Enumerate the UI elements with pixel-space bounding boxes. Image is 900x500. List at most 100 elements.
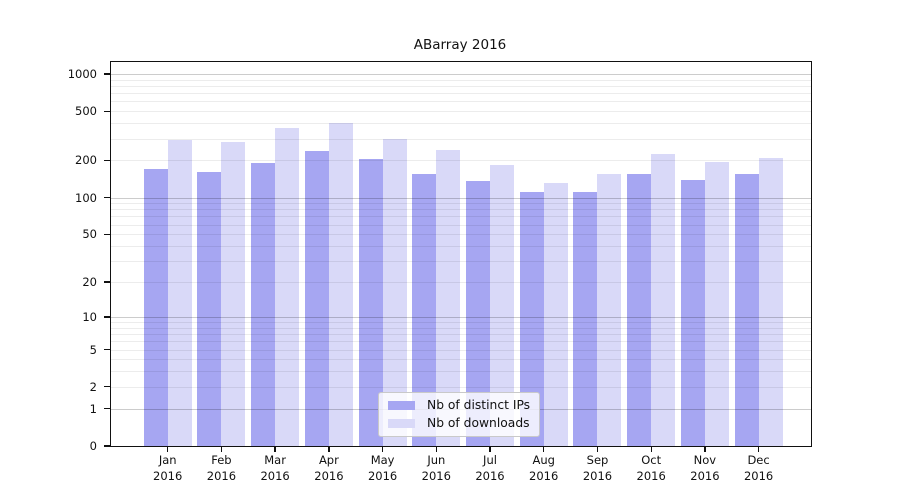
- x-tick-label: Jun 2016: [406, 453, 466, 484]
- bar-distinct-ips: [734, 174, 759, 446]
- y-tick: [104, 110, 111, 112]
- bar-downloads: [167, 140, 192, 446]
- grid-layer: [111, 62, 811, 446]
- bar-downloads: [275, 128, 300, 446]
- y-tick: [104, 159, 111, 162]
- legend-item: Nb of downloads: [388, 416, 530, 431]
- bar-distinct-ips: [251, 163, 276, 446]
- y-tick: [104, 386, 111, 388]
- gridline: [111, 138, 811, 140]
- x-tick-label: Feb 2016: [191, 453, 251, 484]
- month-text: Jul: [483, 453, 497, 467]
- x-tick: [328, 446, 330, 452]
- y-tick-label: 1000: [67, 66, 97, 81]
- x-tick-label: Oct 2016: [621, 453, 681, 484]
- year-text: 2016: [260, 468, 290, 483]
- gridline: [111, 79, 811, 81]
- y-tick-label: 2: [89, 379, 97, 394]
- legend-label: Nb of distinct IPs: [427, 398, 531, 412]
- month-text: Jan: [158, 453, 177, 467]
- year-text: 2016: [153, 468, 183, 483]
- y-tick-label: 200: [75, 153, 97, 168]
- plot-area: 1000 500 200 100 50 20 10 5 2 1 0 Jan 2016 Feb 2016 Mar…: [68, 61, 812, 483]
- chart-title: ABarray 2016: [413, 37, 507, 53]
- year-text: 2016: [743, 468, 774, 483]
- x-tick-label: Mar 2016: [245, 453, 305, 484]
- month-text: Nov: [693, 453, 717, 467]
- x-tick-label: Dec 2016: [729, 453, 789, 484]
- x-tick-label: Jan 2016: [138, 453, 198, 484]
- gridline: [111, 322, 811, 323]
- gridline: [111, 111, 811, 113]
- y-tick-label: 100: [75, 190, 97, 205]
- month-text: Dec: [747, 453, 770, 467]
- gridline: [111, 359, 811, 361]
- month-text: Sep: [586, 453, 609, 467]
- x-tick-label: Nov 2016: [675, 453, 735, 484]
- y-tick-label: 5: [89, 342, 97, 357]
- gridline: [111, 101, 811, 103]
- gridline: [111, 334, 811, 335]
- y-tick-label: 0: [89, 439, 97, 453]
- x-tick: [167, 446, 169, 452]
- bar-distinct-ips: [304, 150, 329, 446]
- month-text: Feb: [211, 453, 232, 467]
- y-tick: [104, 445, 111, 447]
- x-tick: [757, 446, 760, 452]
- y-tick: [104, 73, 111, 75]
- year-text: 2016: [475, 468, 505, 483]
- gridline: [111, 246, 811, 247]
- gridline: [111, 203, 811, 205]
- bar-downloads: [758, 157, 783, 446]
- y-tick-label: 1: [89, 401, 97, 416]
- month-text: Jun: [427, 453, 446, 467]
- year-text: 2016: [690, 468, 720, 483]
- year-text: 2016: [314, 468, 344, 483]
- year-text: 2016: [421, 468, 451, 483]
- x-tick-label: Sep 2016: [568, 453, 628, 484]
- month-text: Mar: [264, 453, 286, 467]
- y-tick: [104, 196, 111, 199]
- y-tick: [104, 316, 111, 318]
- x-tick: [435, 446, 437, 452]
- y-tick-label: 10: [82, 309, 97, 324]
- gridline: [111, 349, 811, 351]
- month-text: Apr: [318, 453, 339, 467]
- bar-distinct-ips: [627, 174, 652, 446]
- y-tick: [104, 233, 111, 235]
- gridline: [111, 224, 811, 226]
- bar-downloads: [704, 161, 729, 446]
- x-tick-label: Apr 2016: [299, 453, 359, 484]
- x-tick: [596, 446, 599, 452]
- gridline: [111, 316, 811, 318]
- bar-downloads: [597, 174, 622, 446]
- x-tick: [489, 446, 491, 452]
- gridline: [111, 85, 811, 87]
- y-tick-label: 50: [82, 227, 97, 242]
- month-text: Aug: [532, 453, 555, 467]
- gridline: [111, 197, 811, 199]
- gridline: [111, 327, 811, 329]
- year-text: 2016: [582, 468, 613, 483]
- year-text: 2016: [636, 468, 666, 483]
- y-tick-label: 20: [82, 275, 97, 289]
- x-tick-label: Aug 2016: [514, 453, 574, 484]
- y-tick: [104, 348, 111, 351]
- year-text: 2016: [206, 468, 237, 483]
- gridline: [111, 234, 811, 236]
- legend-label: Nb of downloads: [427, 416, 530, 430]
- y-tick-label: 500: [75, 104, 97, 119]
- gridline: [111, 123, 811, 125]
- legend: Nb of distinct IPs Nb of downloads: [378, 392, 541, 437]
- legend-swatch-downloads: [388, 419, 415, 428]
- bar-downloads: [221, 142, 246, 446]
- x-tick-label: Jul 2016: [460, 453, 520, 484]
- x-tick: [543, 446, 545, 452]
- y-tick: [104, 281, 111, 283]
- legend-swatch-distinct-ips: [388, 401, 415, 410]
- gridline: [111, 341, 811, 343]
- bar-distinct-ips: [680, 179, 705, 446]
- x-tick: [274, 446, 276, 452]
- x-tick-label: May 2016: [353, 453, 413, 484]
